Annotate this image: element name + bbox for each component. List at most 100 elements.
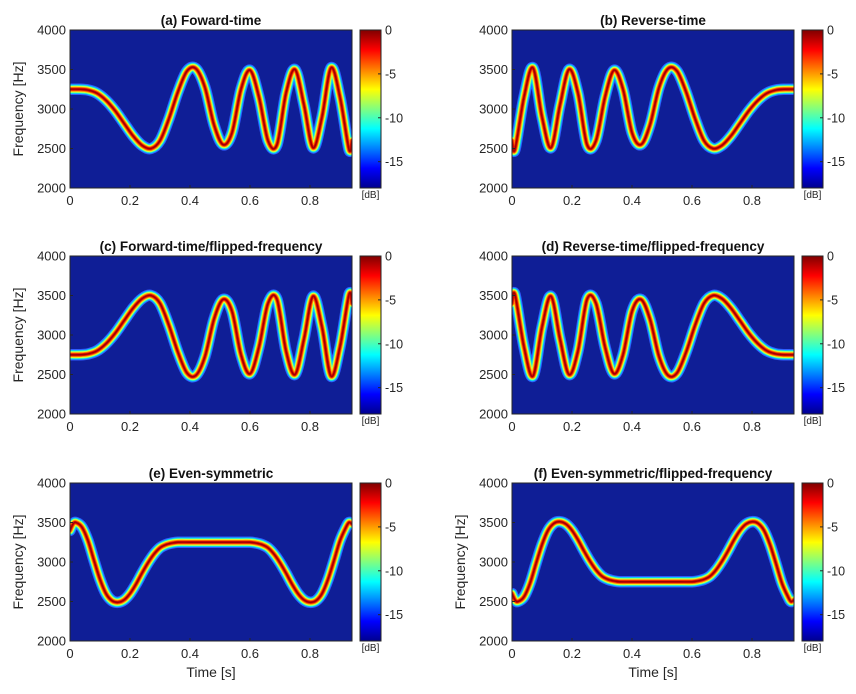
colorbar-gradient bbox=[359, 255, 382, 415]
y-tick-label: 3500 bbox=[479, 62, 508, 77]
colorbar-unit-label: [dB] bbox=[362, 643, 380, 654]
plot-background bbox=[70, 483, 352, 641]
colorbar-unit-label: [dB] bbox=[804, 643, 822, 654]
colorbar-tick-label: -5 bbox=[827, 67, 838, 81]
x-tick-label: 0.6 bbox=[241, 193, 259, 208]
panel-title: (d) Reverse-time/flipped-frequency bbox=[542, 239, 765, 254]
colorbar-tick-label: -15 bbox=[827, 381, 845, 395]
colorbar-tick-label: -5 bbox=[385, 67, 396, 81]
y-tick-label: 2000 bbox=[37, 407, 66, 422]
y-tick-label: 2500 bbox=[37, 594, 66, 609]
y-axis-label: Frequency [Hz] bbox=[452, 515, 468, 610]
colorbar: 0 -5 -10 -15 [dB] bbox=[359, 477, 403, 654]
spectral-ridge bbox=[70, 516, 352, 609]
y-axis-label: Frequency [Hz] bbox=[10, 62, 26, 157]
colorbar: 0 -5 -10 -15 [dB] bbox=[801, 250, 845, 427]
x-tick-label: 0.4 bbox=[623, 193, 641, 208]
y-tick-label: 2000 bbox=[37, 181, 66, 196]
spectral-ridge bbox=[512, 61, 794, 157]
y-tick-label: 2500 bbox=[479, 367, 508, 382]
colorbar-tick-label: -5 bbox=[385, 293, 396, 307]
y-tick-label: 2500 bbox=[479, 594, 508, 609]
panel-title: (c) Forward-time/flipped-frequency bbox=[100, 239, 323, 254]
x-axis-label: Time [s] bbox=[628, 664, 677, 680]
colorbar-tick-label: -10 bbox=[827, 337, 845, 351]
y-tick-label: 3500 bbox=[37, 288, 66, 303]
spectral-ridge bbox=[512, 287, 794, 383]
colorbar-tick-label: -15 bbox=[827, 608, 845, 622]
spectrogram-panel-b: 2000 2500 3000 3500 4000 0 0.2 0.4 0.6 0.8 (b) Rev… bbox=[479, 13, 845, 208]
y-tick-label: 3500 bbox=[37, 62, 66, 77]
x-tick-label: 0.4 bbox=[181, 646, 199, 661]
colorbar-gradient bbox=[801, 29, 824, 189]
colorbar-unit-label: [dB] bbox=[804, 190, 822, 201]
panel-grid: 2000 2500 3000 3500 4000 0 0.2 0.4 0.6 0.8 (a) Fow… bbox=[10, 13, 845, 680]
x-tick-label: 0.8 bbox=[743, 193, 761, 208]
y-tick-label: 2500 bbox=[37, 367, 66, 382]
plot-background bbox=[512, 483, 794, 641]
colorbar-gradient bbox=[801, 482, 824, 642]
x-tick-label: 0.4 bbox=[181, 419, 199, 434]
panel-title: (e) Even-symmetric bbox=[149, 466, 274, 481]
y-tick-label: 4000 bbox=[479, 23, 508, 38]
x-tick-label: 0.8 bbox=[301, 646, 319, 661]
colorbar-tick-label: -5 bbox=[827, 520, 838, 534]
y-tick-label: 4000 bbox=[479, 249, 508, 264]
colorbar: 0 -5 -10 -15 [dB] bbox=[801, 24, 845, 201]
colorbar-tick-label: -15 bbox=[827, 155, 845, 169]
x-tick-label: 0.8 bbox=[743, 646, 761, 661]
colorbar-tick-label: -10 bbox=[827, 564, 845, 578]
colorbar-gradient bbox=[801, 255, 824, 415]
y-tick-label: 2500 bbox=[479, 141, 508, 156]
x-tick-label: 0.8 bbox=[301, 193, 319, 208]
ridge-band-6 bbox=[70, 292, 352, 378]
x-tick-label: 0.2 bbox=[563, 193, 581, 208]
ridge-band-6 bbox=[512, 292, 794, 378]
colorbar: 0 -5 -10 -15 [dB] bbox=[359, 24, 403, 201]
colorbar-tick-label: 0 bbox=[827, 477, 834, 491]
x-tick-label: 0.6 bbox=[683, 646, 701, 661]
ridge-band-6 bbox=[512, 66, 794, 152]
y-tick-label: 4000 bbox=[37, 249, 66, 264]
spectrogram-panel-a: 2000 2500 3000 3500 4000 0 0.2 0.4 0.6 0.8 (a) Fow… bbox=[10, 13, 403, 208]
x-tick-label: 0 bbox=[66, 646, 73, 661]
colorbar-unit-label: [dB] bbox=[362, 190, 380, 201]
y-tick-label: 4000 bbox=[479, 476, 508, 491]
y-tick-label: 2500 bbox=[37, 141, 66, 156]
y-tick-label: 3000 bbox=[37, 328, 66, 343]
spectrogram-panel-d: 2000 2500 3000 3500 4000 0 0.2 0.4 0.6 0.8 (d) Rev… bbox=[479, 239, 845, 434]
y-tick-label: 3000 bbox=[37, 555, 66, 570]
x-tick-label: 0 bbox=[508, 419, 515, 434]
colorbar-tick-label: 0 bbox=[385, 477, 392, 491]
x-tick-label: 0 bbox=[66, 419, 73, 434]
y-tick-label: 4000 bbox=[37, 476, 66, 491]
x-tick-label: 0.8 bbox=[743, 419, 761, 434]
y-tick-label: 3500 bbox=[37, 515, 66, 530]
colorbar-tick-label: -10 bbox=[827, 111, 845, 125]
x-tick-label: 0 bbox=[508, 193, 515, 208]
y-tick-label: 2000 bbox=[479, 181, 508, 196]
colorbar-tick-label: 0 bbox=[827, 250, 834, 264]
y-axis-label: Frequency [Hz] bbox=[10, 288, 26, 383]
colorbar-tick-label: 0 bbox=[385, 24, 392, 38]
colorbar-unit-label: [dB] bbox=[362, 416, 380, 427]
x-tick-label: 0.6 bbox=[241, 419, 259, 434]
colorbar-tick-label: -15 bbox=[385, 608, 403, 622]
x-tick-label: 0.8 bbox=[301, 419, 319, 434]
panel-title: (f) Even-symmetric/flipped-frequency bbox=[534, 466, 773, 481]
x-tick-label: 0.2 bbox=[121, 646, 139, 661]
colorbar-tick-label: -5 bbox=[385, 520, 396, 534]
ridge-band-6 bbox=[70, 66, 352, 152]
x-axis-label: Time [s] bbox=[186, 664, 235, 680]
ridge-band-6 bbox=[70, 521, 352, 604]
colorbar-gradient bbox=[359, 29, 382, 189]
x-tick-label: 0.6 bbox=[241, 646, 259, 661]
colorbar-tick-label: -5 bbox=[827, 293, 838, 307]
spectrogram-panel-f: 2000 2500 3000 3500 4000 0 0.2 0.4 0.6 0.8 (f) Eve… bbox=[452, 466, 845, 680]
y-tick-label: 2000 bbox=[479, 407, 508, 422]
spectral-ridge bbox=[70, 287, 352, 383]
panel-title: (a) Foward-time bbox=[161, 13, 262, 28]
colorbar-tick-label: -15 bbox=[385, 381, 403, 395]
x-tick-label: 0 bbox=[508, 646, 515, 661]
